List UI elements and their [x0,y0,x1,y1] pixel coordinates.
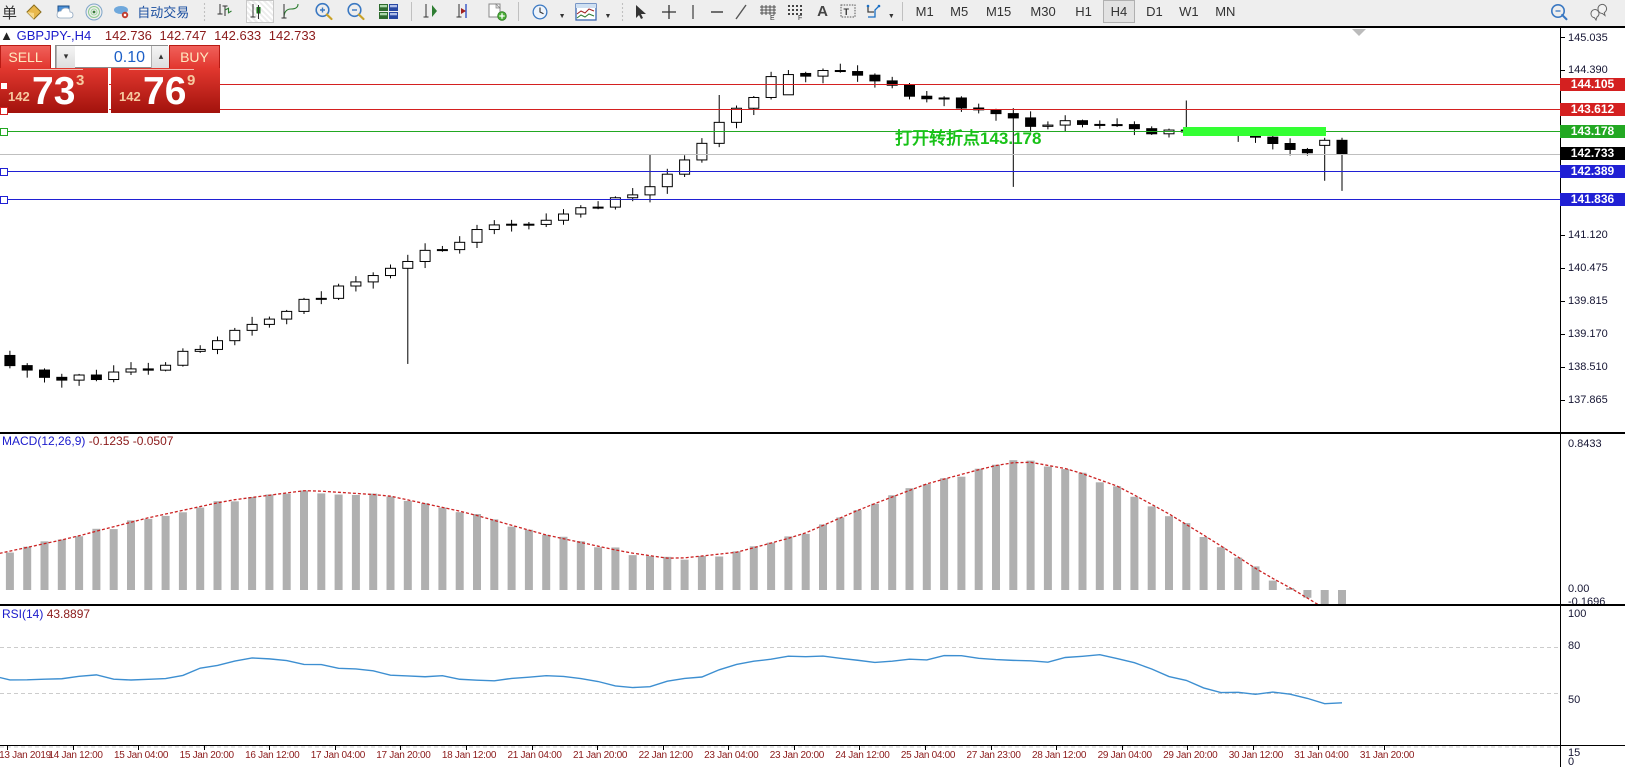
svg-text:E: E [770,15,775,20]
svg-text:T: T [843,7,849,17]
svg-text:F: F [798,15,802,20]
